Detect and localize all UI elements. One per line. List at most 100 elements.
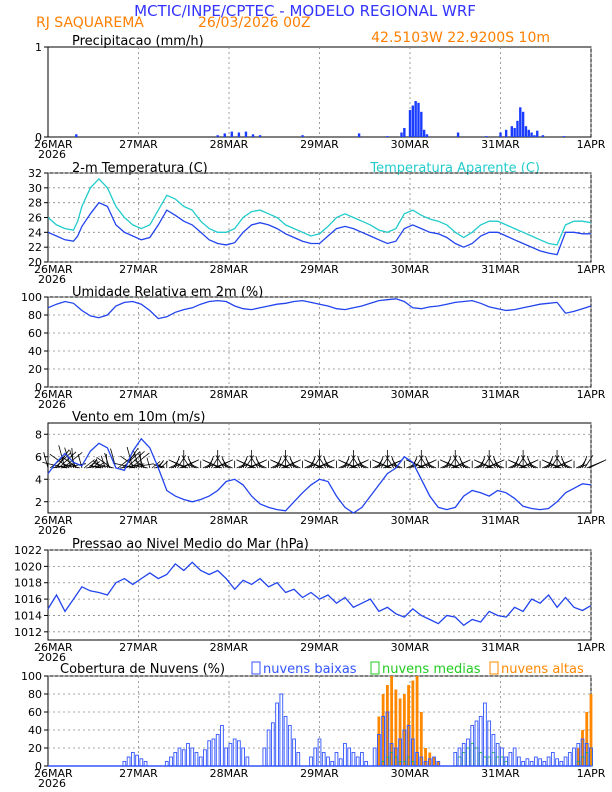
cloud-low-bar (126, 756, 131, 767)
x-year-label: 2026 (38, 398, 66, 411)
wind-vector (588, 459, 607, 469)
cloud-high-bar (576, 748, 580, 766)
cloud-low-bar (215, 734, 220, 767)
wind-vector (510, 460, 528, 469)
panel-title-temp: 2-m Temperatura (C) (72, 161, 208, 176)
legend-high-clouds: nuvens altas (501, 662, 584, 677)
precip-bar (530, 132, 533, 137)
wind-vector (272, 463, 282, 469)
wind-vector (391, 463, 401, 469)
wind-vector (289, 463, 299, 469)
x-day-label: 29MAR (300, 138, 339, 151)
wind-vector (174, 455, 180, 469)
header-location: RJ SAQUAREMA (36, 15, 144, 31)
wind-vector (94, 465, 105, 469)
cloud-low-bar (181, 749, 186, 767)
cloud-low-bar (321, 752, 326, 767)
cloud-low-bar (563, 756, 568, 767)
wind-vector (578, 463, 588, 469)
wind-vector (385, 455, 395, 469)
cloud-low-bar (525, 758, 530, 767)
x-day-label: 1APR (577, 767, 606, 780)
wind-vector (244, 455, 254, 469)
wind-vector (514, 455, 520, 469)
cloud-low-bar (491, 734, 496, 767)
y-tick-label: 80 (28, 688, 42, 701)
y-tick-label: 30 (28, 182, 42, 195)
cloud-low-bar (220, 725, 224, 767)
wind-vector (374, 463, 384, 469)
y-tick-label: 60 (28, 706, 42, 719)
wind-vector (171, 460, 189, 469)
wind-vector (69, 449, 76, 469)
y-tick-label: 0 (35, 381, 42, 394)
wind-vector (133, 459, 146, 469)
cloud-high-bar (411, 680, 415, 766)
wind-vector (62, 456, 78, 469)
cloud-high-bar (428, 752, 432, 766)
cloud-low-bar (275, 702, 279, 767)
wind-vector (204, 463, 214, 469)
precip-bar (237, 132, 241, 137)
wind-vector (544, 463, 554, 469)
wind-vector (126, 450, 145, 469)
precip-bar (541, 135, 545, 137)
precip-bar (536, 130, 539, 137)
wind-vector (95, 458, 100, 469)
cloud-high-bar (424, 748, 427, 766)
y-tick-label: 100 (21, 670, 42, 683)
y-tick-label: 4 (35, 473, 42, 486)
y-tick-label: 6 (35, 451, 42, 464)
temperature-line (47, 201, 591, 256)
cloud-low-bar (130, 752, 135, 767)
precip-bar (230, 131, 234, 137)
y-tick-label: 20 (28, 256, 42, 269)
cloud-low-bar (207, 740, 212, 767)
y-tick-label: 1022 (14, 544, 42, 557)
cloud-low-bar (169, 756, 173, 767)
x-start-label: 26MAR (34, 138, 73, 151)
cloud-low-bar (177, 747, 182, 767)
x-day-label: 30MAR (391, 641, 430, 654)
cloud-low-bar (495, 743, 500, 767)
y-tick-label: 1018 (14, 577, 42, 590)
cloud-low-bar (538, 758, 542, 767)
y-tick-label: 24 (28, 226, 42, 239)
cloud-low-bar (555, 758, 559, 767)
wind-vector (43, 452, 49, 469)
y-tick-label: 1 (35, 41, 42, 54)
wind-vector (340, 460, 358, 469)
wind-vector (425, 463, 435, 469)
y-tick-label: 1020 (14, 560, 42, 573)
precip-bar (527, 129, 530, 137)
wind-vector (462, 464, 471, 469)
precip-bar (414, 101, 417, 137)
y-tick-label: 0 (35, 131, 42, 144)
wind-vector (394, 464, 403, 469)
legend-mid-clouds: nuvens medias (382, 662, 481, 677)
wind-vector (210, 455, 220, 469)
wind-vector (550, 455, 560, 469)
x-start-label: 26MAR (34, 767, 73, 780)
wind-vector (492, 463, 503, 469)
wind-vector (344, 455, 350, 469)
cloud-low-bar (283, 716, 288, 767)
cloud-low-bar (470, 725, 475, 767)
y-tick-label: 32 (28, 167, 42, 180)
x-day-label: 30MAR (391, 514, 430, 527)
wind-vector (306, 460, 324, 469)
cloud-low-bar (203, 749, 207, 767)
wind-vector (448, 455, 458, 469)
x-day-label: 28MAR (210, 514, 249, 527)
wind-vector (62, 463, 80, 469)
wind-vector (312, 455, 322, 469)
precip-bar (223, 133, 226, 137)
x-day-label: 29MAR (300, 263, 339, 276)
wind-vector (428, 464, 437, 469)
precip-bar (562, 136, 566, 137)
wind-vector (134, 464, 148, 469)
precip-bar (403, 128, 406, 137)
wind-vector (554, 455, 564, 469)
wind-vector (476, 463, 486, 469)
